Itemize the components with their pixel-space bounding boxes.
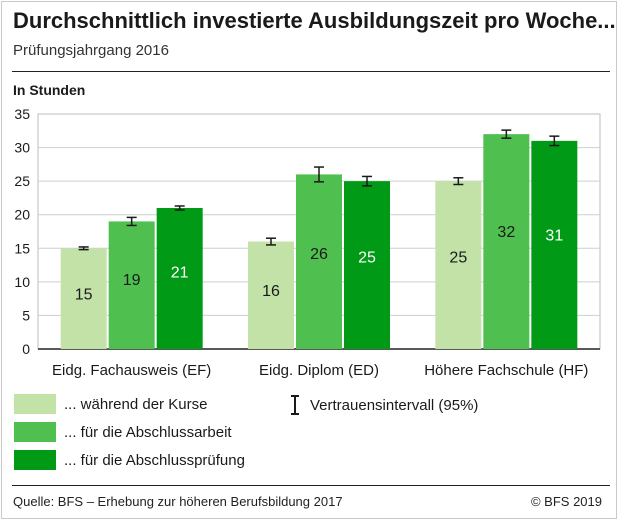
bar: [156, 208, 203, 349]
footer-divider: [12, 485, 610, 486]
y-tick-label: 15: [14, 240, 30, 256]
bar-value-label: 25: [358, 250, 376, 267]
chart-subtitle: Prüfungsjahrgang 2016: [13, 42, 169, 59]
legend-label-abschlussarbeit: ... für die Abschlussarbeit: [64, 423, 232, 441]
legend-swatch-kurse: [14, 394, 56, 414]
legend-swatch-abschlussarbeit: [14, 422, 56, 442]
bar: [483, 134, 530, 349]
legend-item-ci: Vertrauensintervall (95%): [288, 394, 478, 416]
legend-swatch-abschlusspruefung: [14, 450, 56, 470]
legend-label-ci: Vertrauensintervall (95%): [310, 396, 479, 414]
source-note: Quelle: BFS – Erhebung zur höheren Beruf…: [13, 494, 343, 509]
y-tick-label: 30: [14, 140, 30, 156]
bar-value-label: 16: [262, 283, 280, 300]
header-divider: [12, 71, 610, 72]
legend-item-kurse: ... während der Kurse: [14, 394, 207, 414]
bar-chart: 0 5 10 15 20 25 30 35 15 19 21 Eidg. Fachausweis (E…: [14, 106, 601, 379]
y-tick-label: 20: [14, 207, 30, 223]
copyright-note: © BFS 2019: [530, 494, 602, 509]
legend-item-abschlussarbeit: ... für die Abschlussarbeit: [14, 422, 232, 442]
bar-value-label: 26: [310, 246, 328, 263]
x-tick-label: Eidg. Fachausweis (EF): [52, 362, 211, 379]
y-axis-label: In Stunden: [13, 82, 86, 98]
y-tick-label: 25: [14, 173, 30, 189]
bar: [60, 248, 107, 349]
legend-label-kurse: ... während der Kurse: [64, 395, 208, 413]
x-tick-label: Höhere Fachschule (HF): [424, 362, 588, 379]
bar: [108, 221, 155, 349]
x-tick-label: Eidg. Diplom (ED): [259, 362, 379, 379]
bar-value-label: 21: [171, 264, 189, 281]
y-tick-label: 35: [14, 106, 30, 122]
bar: [344, 181, 390, 349]
y-tick-label: 0: [22, 341, 30, 357]
bar-value-label: 25: [449, 250, 467, 267]
y-tick-label: 10: [14, 274, 30, 290]
bar-value-label: 32: [497, 224, 515, 241]
y-tick-label: 5: [22, 307, 30, 323]
bar-value-label: 15: [75, 287, 93, 304]
bar-value-label: 31: [545, 228, 563, 245]
bar: [248, 241, 294, 349]
bar: [296, 174, 342, 349]
legend-label-abschlusspruefung: ... für die Abschlussprüfung: [64, 451, 245, 469]
legend-item-abschlusspruefung: ... für die Abschlussprüfung: [14, 450, 245, 470]
error-bar-icon: [291, 395, 299, 415]
bar: [435, 181, 482, 349]
bar-value-label: 19: [123, 272, 141, 289]
chart-title: Durchschnittlich investierte Ausbildungs…: [13, 8, 616, 33]
bar: [531, 140, 578, 349]
